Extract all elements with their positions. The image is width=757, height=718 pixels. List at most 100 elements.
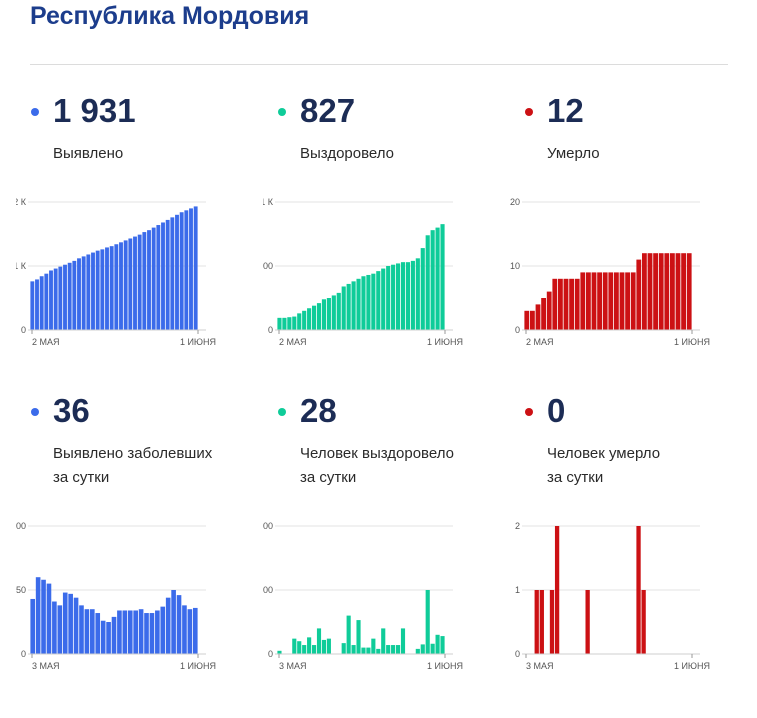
- bar: [106, 622, 111, 654]
- bar: [541, 298, 546, 330]
- y-tick-label: 0: [268, 649, 273, 659]
- bar: [535, 304, 541, 330]
- bar: [179, 212, 184, 330]
- bar: [530, 310, 535, 330]
- x-tick-label: 2 МАЯ: [32, 337, 60, 347]
- stat-label: Умерло: [547, 142, 600, 166]
- chart-daily-deaths: 0 1 2 3 МАЯ 1 ИЮНЯ: [515, 521, 710, 671]
- bar: [346, 283, 351, 330]
- bar: [549, 590, 555, 654]
- y-tick-label: 0: [21, 649, 26, 659]
- bar: [371, 638, 376, 654]
- x-tick-label: 1 ИЮНЯ: [427, 661, 463, 671]
- bar: [569, 278, 574, 330]
- bar: [277, 317, 282, 330]
- bar: [81, 256, 86, 330]
- bar: [292, 638, 297, 654]
- x-tick-label: 2 МАЯ: [279, 337, 307, 347]
- panel-daily-recovered: 28 Человек выздоровело за сутки 0 100 200 3 МА…: [263, 388, 506, 718]
- bar: [58, 266, 63, 330]
- legend-dot: [278, 108, 286, 116]
- stat-label-line: за сутки: [53, 469, 110, 486]
- bar: [138, 609, 144, 654]
- bar: [435, 634, 440, 654]
- y-tick-label: 0: [268, 325, 273, 335]
- y-tick-label: 0: [515, 649, 520, 659]
- panel-deaths: 12 Умерло 0 10 20 2 МАЯ 1 ИЮНЯ: [510, 88, 753, 418]
- stat-label-line: за сутки: [547, 469, 604, 486]
- bar: [151, 227, 156, 330]
- stat-label-line: Выздоровело: [300, 145, 395, 162]
- bar: [574, 278, 580, 330]
- bar: [664, 253, 670, 330]
- bar: [670, 253, 675, 330]
- y-tick-label: 500: [263, 261, 273, 271]
- bar: [297, 641, 302, 654]
- bar: [67, 262, 72, 330]
- bar: [351, 645, 356, 654]
- bar: [127, 610, 133, 654]
- bar: [425, 235, 430, 330]
- bar: [440, 224, 445, 330]
- bar: [277, 650, 282, 654]
- stat-value: 36: [53, 392, 90, 429]
- legend-dot: [31, 408, 39, 416]
- bar: [287, 317, 292, 330]
- bar: [381, 628, 386, 654]
- bar: [356, 278, 361, 330]
- bar: [53, 268, 58, 330]
- y-tick-label: 2: [515, 521, 520, 531]
- legend-dot: [31, 108, 39, 116]
- y-tick-label: 100: [263, 585, 273, 595]
- bar: [539, 590, 544, 654]
- y-tick-label: 0: [21, 325, 26, 335]
- bar: [123, 240, 128, 330]
- bar: [44, 273, 49, 330]
- bar: [63, 264, 67, 330]
- bar: [149, 613, 155, 654]
- y-tick-label: 10: [510, 261, 520, 271]
- bar: [292, 316, 297, 330]
- chart-recovered: 0 500 1 К 2 МАЯ 1 ИЮНЯ: [263, 197, 463, 347]
- bar: [558, 278, 563, 330]
- chart-daily-confirmed: 0 50 100 3 МАЯ 1 ИЮНЯ: [16, 521, 216, 671]
- bar: [95, 613, 101, 654]
- bar: [381, 268, 386, 330]
- bar: [563, 278, 569, 330]
- x-tick-label: 1 ИЮНЯ: [180, 661, 216, 671]
- stat-value: 1 931: [53, 92, 136, 129]
- bar: [425, 590, 430, 654]
- bar: [192, 607, 198, 654]
- bar: [72, 260, 77, 330]
- bar: [420, 248, 425, 330]
- x-tick-label: 3 МАЯ: [279, 661, 307, 671]
- bar: [46, 583, 52, 654]
- bar: [630, 272, 636, 330]
- bar: [119, 242, 123, 330]
- bar: [351, 281, 356, 330]
- stat-value: 28: [300, 392, 337, 429]
- bar: [625, 272, 630, 330]
- bar: [591, 272, 597, 330]
- stat-label: Человек выздоровело за сутки: [300, 442, 454, 490]
- bar: [297, 313, 302, 330]
- bar: [435, 227, 440, 330]
- stat-label: Выздоровело: [300, 142, 394, 166]
- bar: [311, 645, 317, 654]
- bar: [100, 249, 105, 330]
- bar: [524, 310, 530, 330]
- bar: [415, 258, 420, 330]
- bar: [114, 244, 119, 330]
- legend-dot: [525, 108, 533, 116]
- stat-label: Выявлено заболевших за сутки: [53, 442, 212, 490]
- bar: [376, 648, 381, 654]
- bar: [79, 605, 84, 654]
- bar: [371, 273, 376, 330]
- y-tick-label: 1: [515, 585, 520, 595]
- bar: [307, 308, 312, 330]
- bar: [41, 579, 46, 654]
- legend-dot: [278, 408, 286, 416]
- bar: [73, 597, 79, 654]
- page-title: Республика Мордовия: [30, 2, 310, 30]
- bar: [554, 526, 560, 654]
